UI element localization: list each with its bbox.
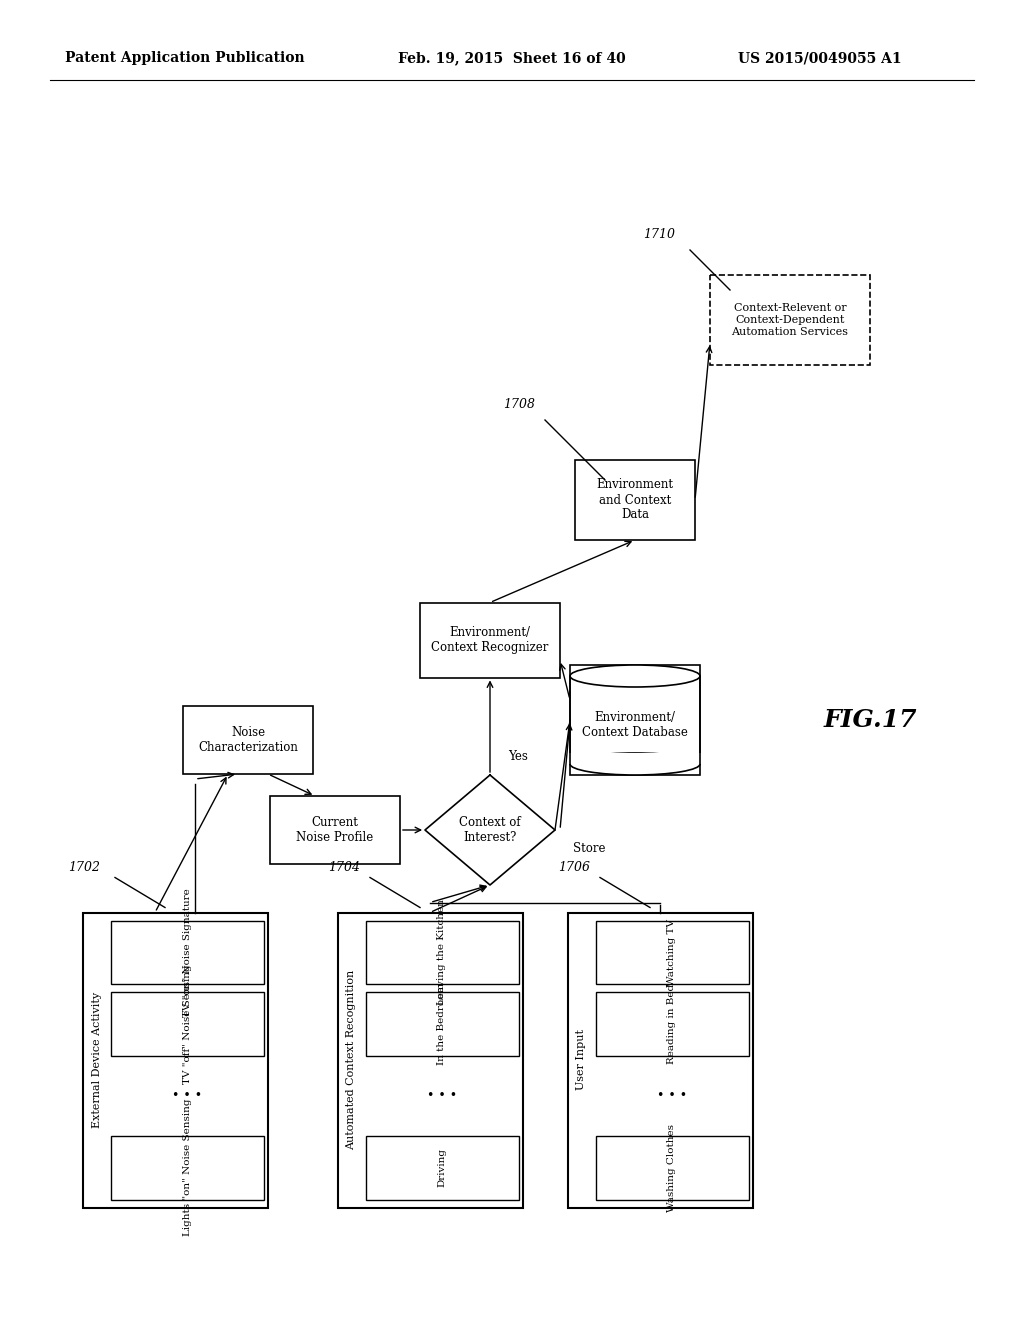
Bar [366, 920, 518, 985]
Text: Environment/
Context Recognizer: Environment/ Context Recognizer [431, 626, 549, 653]
Bar [366, 1135, 518, 1200]
Bar [338, 912, 522, 1208]
Text: • • •: • • • [172, 1089, 202, 1102]
Bar [366, 993, 518, 1056]
Bar [710, 275, 870, 366]
Ellipse shape [570, 665, 700, 686]
Text: Context of
Interest?: Context of Interest? [459, 816, 521, 843]
Text: Store: Store [573, 842, 605, 854]
Ellipse shape [570, 752, 700, 775]
Text: Environment
and Context
Data: Environment and Context Data [597, 479, 674, 521]
Polygon shape [425, 775, 555, 884]
Bar [596, 920, 749, 985]
Text: FIG.17: FIG.17 [823, 708, 916, 733]
Text: Leaving the Kitchen: Leaving the Kitchen [437, 899, 446, 1006]
Bar [111, 1135, 263, 1200]
Text: Automated Context Recognition: Automated Context Recognition [346, 970, 356, 1150]
Text: In the Bedroom: In the Bedroom [437, 983, 446, 1065]
Bar [569, 752, 701, 764]
Bar [567, 912, 753, 1208]
Text: US 2015/0049055 A1: US 2015/0049055 A1 [738, 51, 902, 65]
Text: Reading in Bed: Reading in Bed [668, 985, 677, 1064]
Text: Driving: Driving [437, 1148, 446, 1187]
Bar [111, 993, 263, 1056]
Text: Environment/
Context Database: Environment/ Context Database [582, 711, 688, 739]
Bar [111, 920, 263, 985]
Text: Lights "on" Noise Sensing: Lights "on" Noise Sensing [182, 1098, 191, 1237]
Text: 1702: 1702 [68, 861, 100, 874]
Text: External Device Activity: External Device Activity [91, 991, 101, 1129]
Text: TV "off" Noise Sensing: TV "off" Noise Sensing [182, 965, 191, 1084]
Bar [596, 993, 749, 1056]
Text: • • •: • • • [427, 1089, 457, 1102]
Text: • • •: • • • [657, 1089, 687, 1102]
Text: Washing Clothes: Washing Clothes [668, 1123, 677, 1212]
Text: 1710: 1710 [643, 228, 675, 242]
Text: Feb. 19, 2015  Sheet 16 of 40: Feb. 19, 2015 Sheet 16 of 40 [398, 51, 626, 65]
Bar [420, 602, 560, 677]
Bar [83, 912, 267, 1208]
Text: Context-Relevent or
Context-Dependent
Automation Services: Context-Relevent or Context-Dependent Au… [731, 304, 849, 337]
Text: Noise
Characterization: Noise Characterization [198, 726, 298, 754]
Text: 1706: 1706 [558, 861, 590, 874]
Text: Yes: Yes [508, 751, 528, 763]
Text: Current
Noise Profile: Current Noise Profile [296, 816, 374, 843]
Bar [596, 1135, 749, 1200]
Text: Patent Application Publication: Patent Application Publication [66, 51, 305, 65]
Bar [570, 665, 700, 775]
Bar [183, 706, 313, 774]
Bar [270, 796, 400, 865]
Bar [575, 459, 695, 540]
Text: TV "on" Noise Signature: TV "on" Noise Signature [182, 888, 191, 1016]
Text: Watching TV: Watching TV [668, 919, 677, 986]
Text: 1704: 1704 [328, 861, 360, 874]
Text: 1708: 1708 [503, 399, 535, 412]
Text: User Input: User Input [577, 1030, 587, 1090]
